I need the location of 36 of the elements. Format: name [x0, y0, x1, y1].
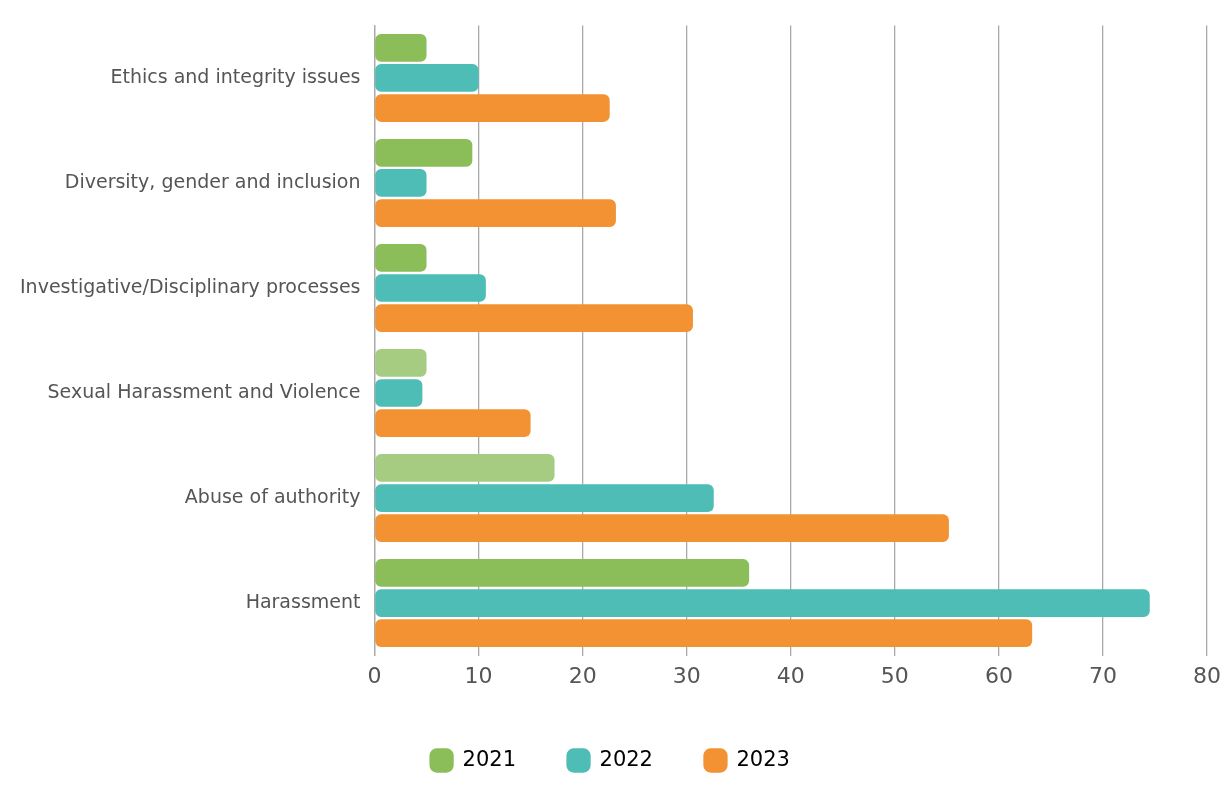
- legend-label: 2022: [599, 746, 653, 771]
- y-tick-label: Abuse of authority: [184, 484, 361, 507]
- x-tick-label: 40: [776, 662, 805, 688]
- y-tick-label: Ethics and integrity issues: [110, 64, 361, 87]
- x-tick-label: 30: [672, 662, 701, 688]
- x-tick-label: 10: [464, 662, 493, 688]
- x-tick-label: 70: [1088, 662, 1117, 688]
- bar: [375, 94, 610, 122]
- legend-label: 2023: [736, 746, 790, 771]
- bar: [375, 454, 555, 482]
- x-tick-label: 0: [367, 662, 382, 688]
- y-tick-label: Harassment: [245, 590, 361, 613]
- x-tick-label: 50: [880, 662, 909, 688]
- bar: [375, 379, 423, 407]
- y-tick-label: Sexual Harassment and Violence: [47, 379, 361, 402]
- y-tick-label: Investigative/Disciplinary processes: [19, 274, 361, 297]
- bar: [375, 274, 486, 302]
- bar: [375, 589, 1150, 617]
- bar: [375, 199, 616, 227]
- x-tick-label: 80: [1193, 662, 1221, 688]
- bar: [375, 514, 949, 543]
- bar: [375, 409, 531, 437]
- bar: [375, 138, 473, 167]
- bar: [375, 64, 479, 92]
- x-tick-label: 20: [568, 662, 597, 688]
- bar: [375, 169, 427, 197]
- x-tick-label: 60: [984, 662, 1013, 688]
- bar: [375, 304, 693, 332]
- bar: [375, 559, 750, 587]
- bar: [375, 349, 427, 377]
- bar: [375, 33, 427, 62]
- bar: [375, 484, 714, 512]
- y-tick-label: Diversity, gender and inclusion: [64, 169, 361, 192]
- bar: [375, 619, 1033, 648]
- bar: [375, 244, 427, 272]
- legend-label: 2021: [462, 746, 517, 771]
